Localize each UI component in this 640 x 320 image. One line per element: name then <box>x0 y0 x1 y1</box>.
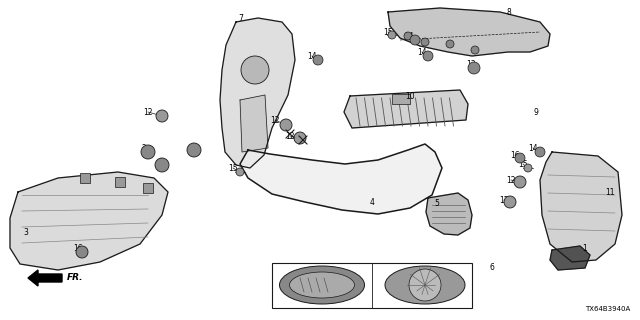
Circle shape <box>421 38 429 46</box>
Circle shape <box>280 119 292 131</box>
Circle shape <box>535 147 545 157</box>
Bar <box>392 94 410 104</box>
Text: 13: 13 <box>466 60 476 68</box>
Circle shape <box>241 56 269 84</box>
Text: 15: 15 <box>383 28 393 36</box>
Polygon shape <box>28 270 62 286</box>
Polygon shape <box>344 90 468 128</box>
Text: 12: 12 <box>285 132 295 140</box>
Text: 17: 17 <box>317 282 327 291</box>
Text: 10: 10 <box>405 92 415 100</box>
Circle shape <box>524 164 532 172</box>
Polygon shape <box>426 193 472 235</box>
Text: 2: 2 <box>141 143 147 153</box>
Circle shape <box>236 168 244 176</box>
Polygon shape <box>240 95 268 152</box>
Ellipse shape <box>289 272 355 298</box>
Text: 12: 12 <box>143 108 153 116</box>
Polygon shape <box>10 172 168 270</box>
Circle shape <box>423 51 433 61</box>
Circle shape <box>514 176 526 188</box>
Text: 3: 3 <box>24 228 28 236</box>
Polygon shape <box>550 246 590 270</box>
Text: FR.: FR. <box>67 274 83 283</box>
Circle shape <box>155 158 169 172</box>
Text: 8: 8 <box>507 7 511 17</box>
Text: 4: 4 <box>369 197 374 206</box>
Circle shape <box>388 31 396 39</box>
Polygon shape <box>540 152 622 262</box>
Text: 5: 5 <box>435 198 440 207</box>
Circle shape <box>446 40 454 48</box>
Text: 1: 1 <box>582 244 588 252</box>
Text: 12: 12 <box>499 196 509 204</box>
Polygon shape <box>220 18 295 168</box>
Circle shape <box>141 145 155 159</box>
Circle shape <box>468 62 480 74</box>
Text: 15: 15 <box>518 159 528 169</box>
Circle shape <box>76 246 88 258</box>
Circle shape <box>409 269 441 301</box>
Text: 6: 6 <box>490 263 495 273</box>
Text: 15: 15 <box>228 164 238 172</box>
Text: 14: 14 <box>307 52 317 60</box>
Text: 16: 16 <box>510 150 520 159</box>
Circle shape <box>515 153 525 163</box>
Circle shape <box>294 132 306 144</box>
Circle shape <box>504 196 516 208</box>
Text: 9: 9 <box>534 108 538 116</box>
Text: 12: 12 <box>270 116 280 124</box>
Polygon shape <box>388 8 550 56</box>
Text: 14: 14 <box>404 31 414 41</box>
Circle shape <box>187 143 201 157</box>
Bar <box>80 173 90 183</box>
Ellipse shape <box>385 266 465 304</box>
Circle shape <box>404 32 412 40</box>
Bar <box>272 263 472 308</box>
Circle shape <box>156 110 168 122</box>
Text: 14: 14 <box>417 47 427 57</box>
Text: 2: 2 <box>191 143 195 153</box>
Bar <box>143 183 153 193</box>
Text: 11: 11 <box>605 188 615 196</box>
Text: TX64B3940A: TX64B3940A <box>585 306 630 312</box>
Text: 12: 12 <box>506 175 516 185</box>
Text: 16: 16 <box>73 244 83 252</box>
Text: 14: 14 <box>528 143 538 153</box>
Circle shape <box>410 35 420 45</box>
Bar <box>115 177 125 187</box>
Circle shape <box>313 55 323 65</box>
Circle shape <box>471 46 479 54</box>
Text: 7: 7 <box>239 13 243 22</box>
Ellipse shape <box>280 266 365 304</box>
Polygon shape <box>240 144 442 214</box>
Text: 2: 2 <box>159 157 163 166</box>
